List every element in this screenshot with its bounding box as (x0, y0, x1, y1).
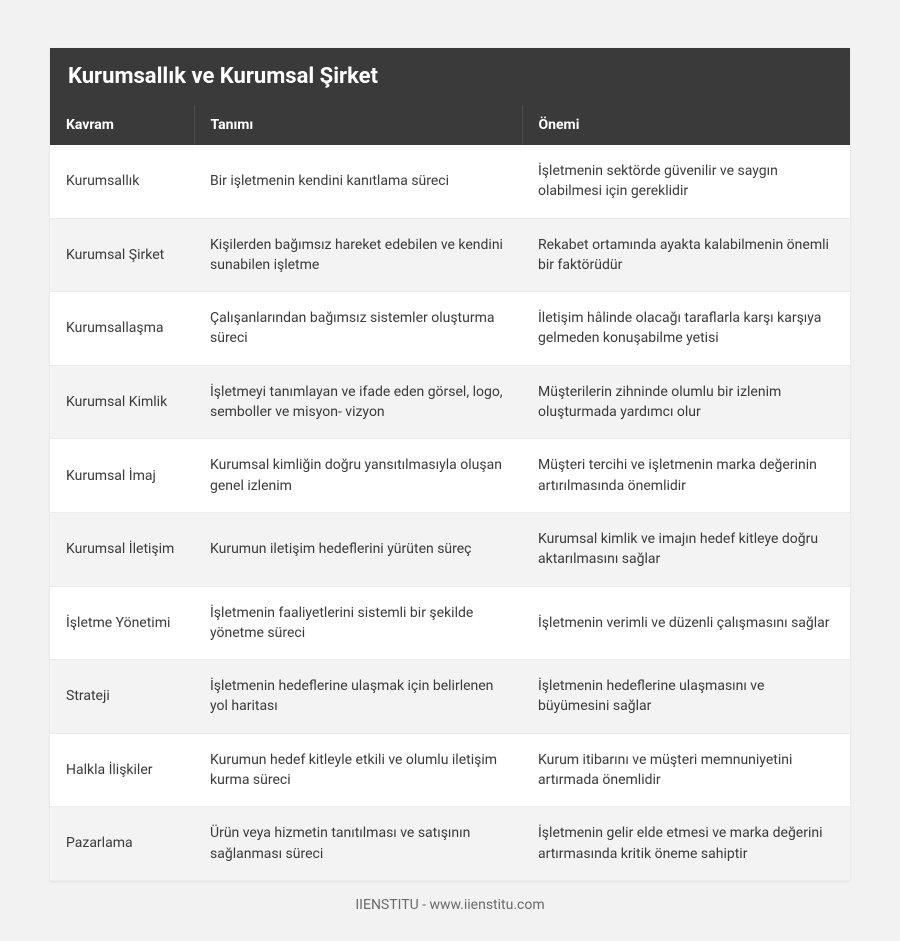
table-row: KurumsallıkBir işletmenin kendini kanıtl… (50, 145, 850, 218)
table-body: KurumsallıkBir işletmenin kendini kanıtl… (50, 145, 850, 880)
cell-onemi: Müşteri tercihi ve işletmenin marka değe… (522, 439, 850, 513)
cell-onemi: İşletmenin sektörde güvenilir ve saygın … (522, 145, 850, 218)
cell-onemi: Müşterilerin zihninde olumlu bir izlenim… (522, 365, 850, 439)
cell-onemi: Kurum itibarını ve müşteri memnuniyetini… (522, 733, 850, 807)
table-row: Kurumsal İletişimKurumun iletişim hedefl… (50, 512, 850, 586)
table-row: Stratejiİşletmenin hedeflerine ulaşmak i… (50, 660, 850, 734)
col-header-tanimi: Tanımı (194, 105, 522, 145)
table-row: KurumsallaşmaÇalışanlarından bağımsız si… (50, 292, 850, 366)
cell-kavram: Kurumsal İmaj (50, 439, 194, 513)
table-panel: Kurumsallık ve Kurumsal Şirket Kavram Ta… (50, 48, 850, 881)
cell-tanimi: İşletmeyi tanımlayan ve ifade eden görse… (194, 365, 522, 439)
footer-text: IIENSTITU - www.iienstitu.com (50, 881, 850, 921)
table-row: Halkla İlişkilerKurumun hedef kitleyle e… (50, 733, 850, 807)
table-header: Kavram Tanımı Önemi (50, 105, 850, 145)
page: Kurumsallık ve Kurumsal Şirket Kavram Ta… (0, 0, 900, 941)
cell-kavram: Kurumsallık (50, 145, 194, 218)
table-row: Kurumsal Kimlikİşletmeyi tanımlayan ve i… (50, 365, 850, 439)
cell-onemi: İşletmenin gelir elde etmesi ve marka de… (522, 807, 850, 881)
cell-kavram: Kurumsal İletişim (50, 512, 194, 586)
table-row: Kurumsal ŞirketKişilerden bağımsız harek… (50, 218, 850, 292)
definitions-table: Kavram Tanımı Önemi KurumsallıkBir işlet… (50, 105, 850, 881)
cell-tanimi: İşletmenin faaliyetlerini sistemli bir ş… (194, 586, 522, 660)
cell-kavram: Pazarlama (50, 807, 194, 881)
cell-tanimi: Kurumun iletişim hedeflerini yürüten sür… (194, 512, 522, 586)
cell-kavram: Kurumsal Kimlik (50, 365, 194, 439)
cell-onemi: İşletmenin hedeflerine ulaşmasını ve büy… (522, 660, 850, 734)
cell-kavram: Halkla İlişkiler (50, 733, 194, 807)
cell-kavram: Kurumsallaşma (50, 292, 194, 366)
col-header-onemi: Önemi (522, 105, 850, 145)
cell-kavram: Strateji (50, 660, 194, 734)
cell-tanimi: İşletmenin hedeflerine ulaşmak için beli… (194, 660, 522, 734)
cell-onemi: Rekabet ortamında ayakta kalabilmenin ön… (522, 218, 850, 292)
cell-tanimi: Kişilerden bağımsız hareket edebilen ve … (194, 218, 522, 292)
cell-tanimi: Ürün veya hizmetin tanıtılması ve satışı… (194, 807, 522, 881)
cell-tanimi: Çalışanlarından bağımsız sistemler oluşt… (194, 292, 522, 366)
cell-tanimi: Kurumsal kimliğin doğru yansıtılmasıyla … (194, 439, 522, 513)
cell-tanimi: Kurumun hedef kitleyle etkili ve olumlu … (194, 733, 522, 807)
cell-tanimi: Bir işletmenin kendini kanıtlama süreci (194, 145, 522, 218)
cell-kavram: İşletme Yönetimi (50, 586, 194, 660)
panel-title: Kurumsallık ve Kurumsal Şirket (50, 48, 850, 105)
cell-onemi: İşletmenin verimli ve düzenli çalışmasın… (522, 586, 850, 660)
cell-onemi: Kurumsal kimlik ve imajın hedef kitleye … (522, 512, 850, 586)
table-row: PazarlamaÜrün veya hizmetin tanıtılması … (50, 807, 850, 881)
col-header-kavram: Kavram (50, 105, 194, 145)
table-row: Kurumsal İmajKurumsal kimliğin doğru yan… (50, 439, 850, 513)
cell-onemi: İletişim hâlinde olacağı taraflarla karş… (522, 292, 850, 366)
cell-kavram: Kurumsal Şirket (50, 218, 194, 292)
table-row: İşletme Yönetimiİşletmenin faaliyetlerin… (50, 586, 850, 660)
